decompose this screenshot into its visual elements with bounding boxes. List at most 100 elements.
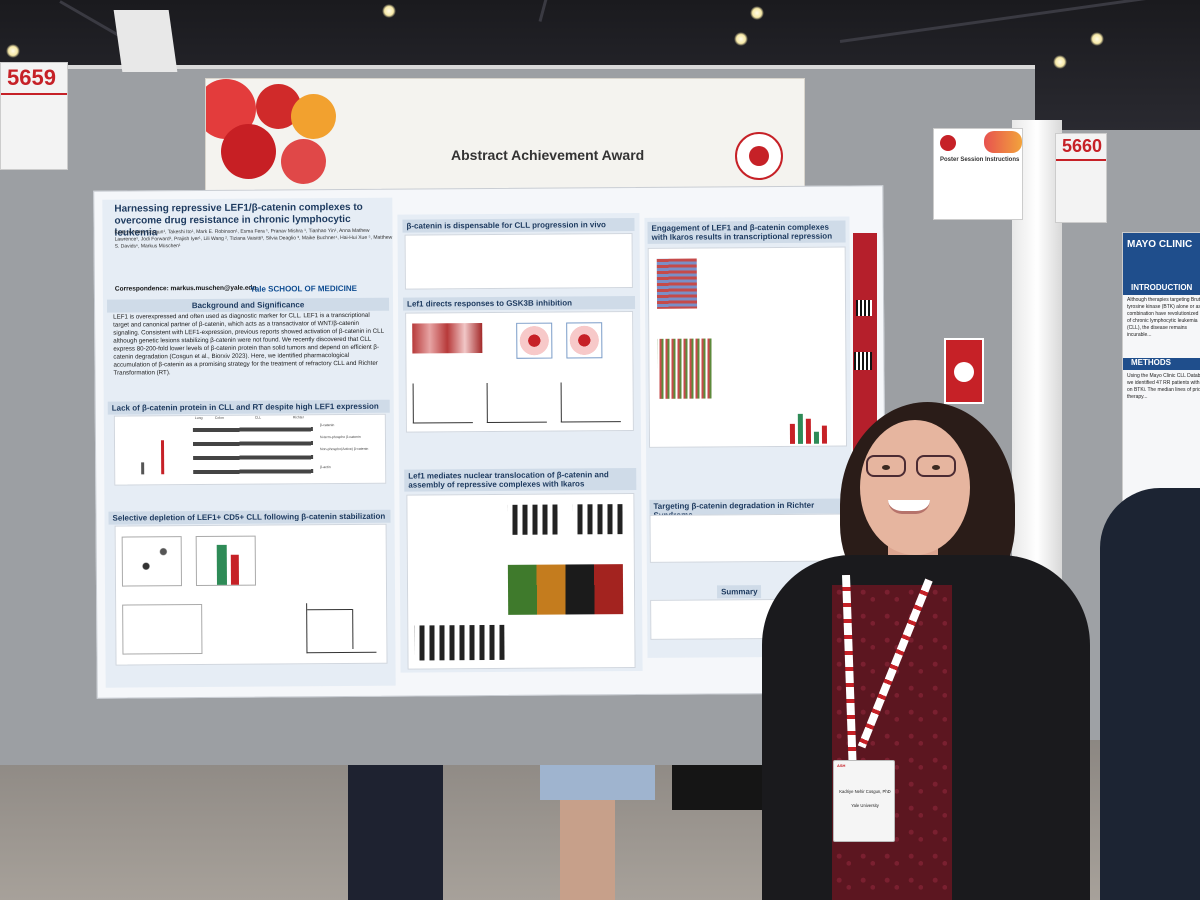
presenter-face [860, 420, 970, 555]
viability-curve [560, 382, 621, 423]
glasses-icon [866, 455, 958, 477]
figure-western-blot: β-catenin N-term-phospho β-catenin Non-p… [113, 413, 387, 486]
poster-session-instructions: Poster Session Instructions [933, 128, 1023, 220]
facs-histogram [195, 535, 256, 587]
ceiling-light [750, 6, 764, 20]
figure-ikaros [406, 492, 636, 670]
bar [805, 418, 812, 444]
poster-number: 5659 [1, 63, 67, 95]
viability-curve [486, 382, 547, 424]
blot-column-label: CLL [254, 415, 262, 420]
yale-logo: Yale SCHOOL OF MEDICINE [249, 283, 357, 294]
poster-number-card-5659: 5659 [0, 62, 68, 170]
microscopy-panels [507, 564, 624, 615]
blot-bands [507, 504, 558, 535]
poster-authors: Kadriye Nehir Cosgun¹, Takeshi Ito¹, Mar… [114, 227, 393, 250]
blot-bands [192, 421, 314, 479]
figure-gsk3b [405, 310, 634, 433]
blob [291, 94, 336, 139]
mayo-methods-text: Using the Mayo Clinic CLL Database, we i… [1127, 373, 1200, 400]
section-summary: Summary [717, 585, 762, 599]
blot-column-label: Lung [194, 416, 203, 421]
award-title: Abstract Achievement Award [451, 147, 645, 163]
histogram-peak [216, 544, 227, 585]
ceiling-beam [538, 0, 578, 22]
section-nuclear-translocation: Lef1 mediates nuclear translocation of β… [404, 467, 637, 492]
badge-org: Yale University [851, 803, 879, 808]
section-engagement: Engagement of LEF1 and β-catenin complex… [647, 220, 846, 244]
blob [281, 139, 326, 184]
ash-logo [735, 132, 783, 180]
person-right-suit [1100, 488, 1200, 900]
ceiling-light [6, 44, 20, 58]
facs-plot [122, 604, 203, 655]
blot-label: N-term-phospho β-catenin [319, 434, 361, 440]
facs-density-plot [566, 322, 603, 359]
blot-bands [414, 624, 505, 661]
poster-number-card-5660: 5660 [1055, 133, 1107, 223]
eye [882, 465, 890, 470]
dot-column [141, 462, 145, 475]
curve-line [307, 608, 353, 611]
blot-label: β-catenin [319, 423, 335, 428]
ceiling-light [734, 32, 748, 46]
viability-curve [412, 383, 473, 424]
section-dispensable: β-catenin is dispensable for CLL progres… [402, 217, 635, 233]
blot-bands [572, 504, 623, 535]
section-lack-of-beta-catenin: Lack of β-catenin protein in CLL and RT … [107, 399, 390, 415]
session-card-title: Poster Session Instructions [940, 157, 1020, 163]
figure-flow-cytometry [114, 523, 388, 666]
name-badge: ASH Kadriye Nehir Cosgun, PhD Yale Unive… [833, 760, 895, 842]
badge-name: Kadriye Nehir Cosgun, PhD [839, 789, 891, 794]
survival-curve [306, 602, 377, 654]
dot-column [160, 440, 165, 475]
blot-label: β-actin [320, 465, 331, 470]
section-background: Background and Significance [106, 297, 390, 313]
blot-label: Non-phospho(Active) β-catenin [320, 446, 369, 452]
panel-edge [113, 10, 178, 72]
decorative-blobs [206, 79, 336, 189]
person-legs [560, 800, 615, 900]
presenter-smile [888, 500, 930, 514]
heatmap [656, 258, 698, 309]
facs-plot [121, 536, 182, 587]
facs-density-plot [516, 322, 553, 359]
blob [221, 124, 276, 179]
glasses-lens [916, 455, 956, 477]
heatmap [657, 338, 713, 399]
bar [789, 423, 796, 444]
figure-invivo [404, 232, 633, 290]
card-text [1, 95, 67, 107]
background-text: LEF1 is overexpressed and often used as … [113, 311, 384, 377]
lef1-dotplot [121, 426, 181, 476]
ceiling-beam [839, 0, 1197, 43]
histogram-peak [230, 554, 239, 585]
section-gsk3b: Lef1 directs responses to GSK3B inhibiti… [402, 295, 636, 311]
qr-code [856, 300, 872, 316]
figure-richter [649, 513, 848, 563]
mayo-intro-text: Although therapies targeting Bruton's ty… [1127, 297, 1200, 338]
bar [797, 413, 804, 444]
glasses-lens [866, 455, 906, 477]
correspondence: Correspondence: markus.muschen@yale.edu [114, 284, 257, 293]
sticker-icon [954, 362, 974, 382]
ash-logo-mark [749, 146, 769, 166]
person-legs [348, 750, 443, 900]
mayo-methods-header: METHODS [1123, 358, 1200, 370]
badge-event: ASH [837, 763, 846, 768]
mayo-logo: MAYO CLINIC [1123, 233, 1200, 283]
bar [821, 425, 828, 444]
mayo-intro-header: INTRODUCTION [1123, 283, 1200, 295]
red-sticker [944, 338, 984, 404]
blot-column-label: Colon [214, 415, 224, 420]
qr-code [854, 352, 872, 370]
heatmap [412, 323, 483, 354]
ceiling-light [1053, 55, 1067, 69]
eye [932, 465, 940, 470]
ceiling-light [382, 4, 396, 18]
figure-transcription [647, 246, 848, 448]
ash-icon [940, 135, 956, 151]
blot-column-label: Richter [292, 415, 304, 420]
decorative-blobs [984, 131, 1022, 153]
section-selective-depletion: Selective depletion of LEF1+ CD5+ CLL fo… [108, 509, 391, 525]
